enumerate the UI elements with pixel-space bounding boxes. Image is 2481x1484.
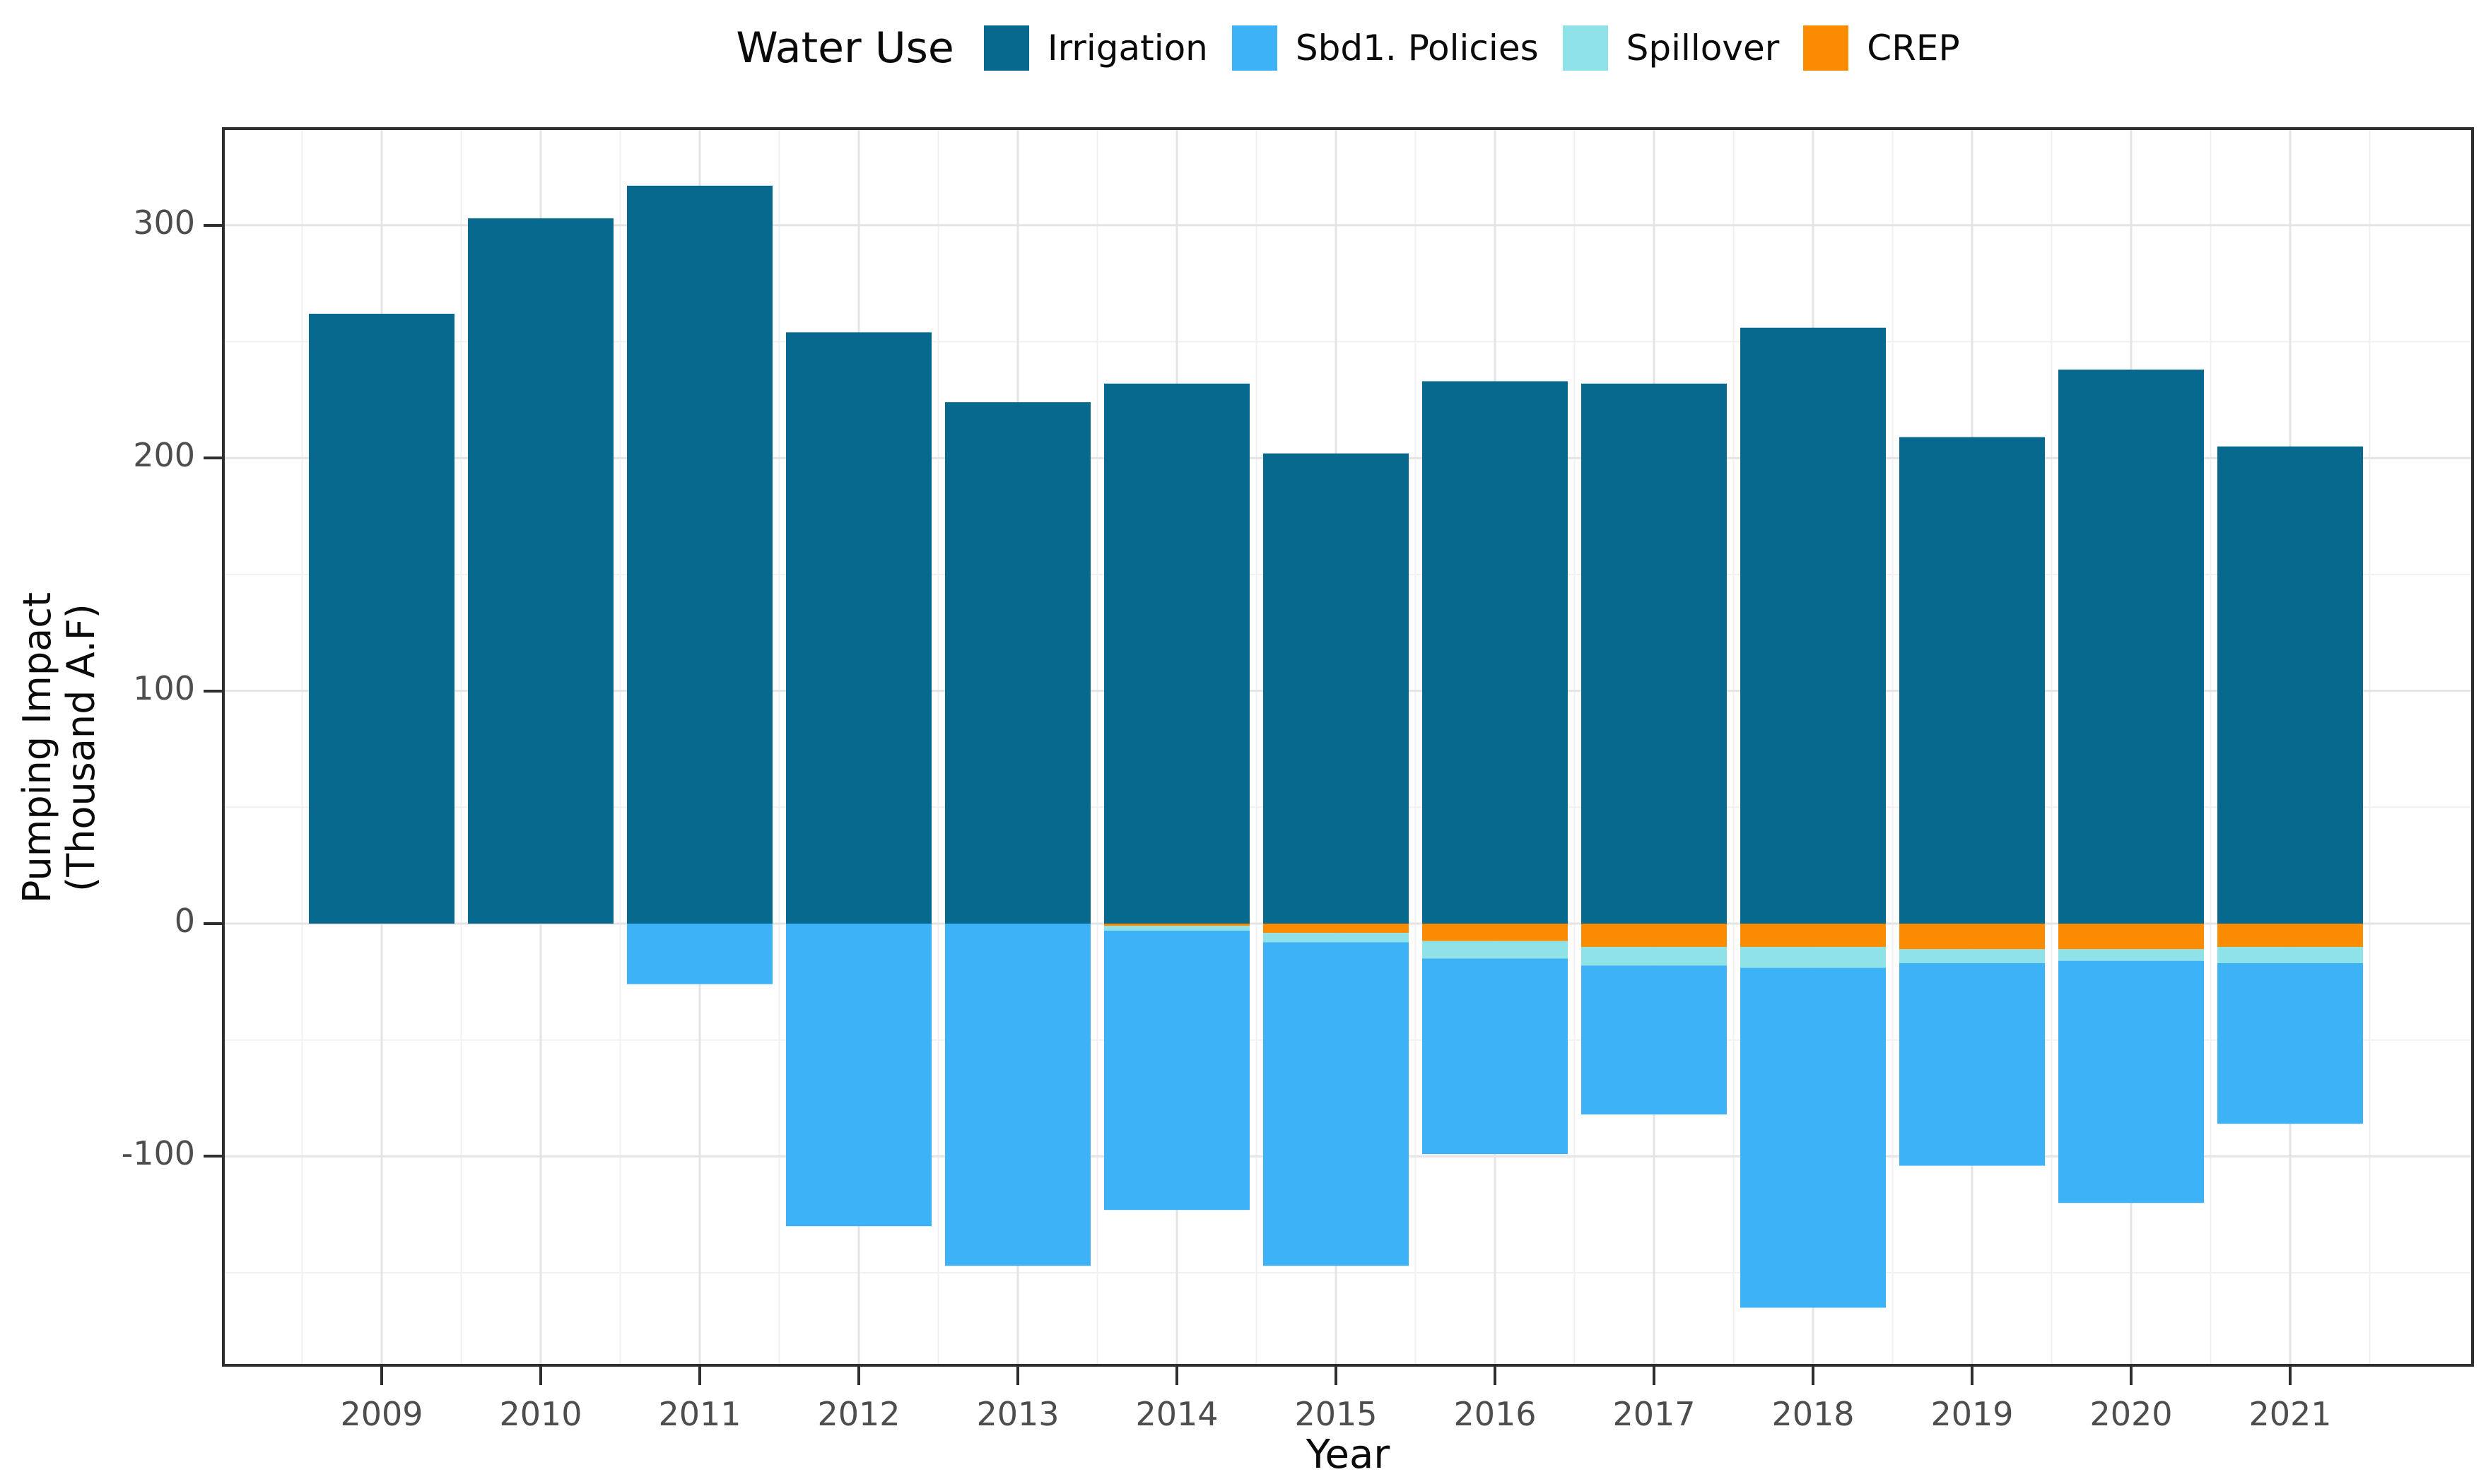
bar-segment-spillover-2014	[1104, 926, 1250, 931]
bar-segment-sbd1-policies-2019	[1899, 962, 2045, 1166]
x-axis-tick	[1653, 1367, 1655, 1385]
x-tick-label: 2015	[1294, 1395, 1378, 1433]
x-axis-tick	[1175, 1367, 1178, 1385]
bar-segment-sbd1-policies-2011	[627, 924, 773, 984]
x-tick-label: 2021	[2248, 1395, 2332, 1433]
legend-swatch-irrigation	[983, 25, 1029, 71]
bar-segment-irrigation-2013	[945, 402, 1091, 924]
bar-segment-spillover-2018	[1740, 946, 1886, 968]
chart-canvas	[225, 130, 2471, 1364]
bar-segment-spillover-2019	[1899, 949, 2045, 963]
legend-item-spillover: Spillover	[1562, 25, 1780, 71]
x-tick-label: 2014	[1135, 1395, 1219, 1433]
bar-segment-crep-2020	[2058, 924, 2204, 950]
x-tick-label: 2009	[340, 1395, 423, 1433]
y-axis-tick	[204, 922, 222, 925]
x-tick-label: 2012	[817, 1395, 901, 1433]
bar-segment-sbd1-policies-2021	[2217, 962, 2363, 1124]
x-axis-tick	[539, 1367, 542, 1385]
legend-item-sbd1-policies: Sbd1. Policies	[1231, 25, 1539, 71]
legend-swatch-spillover	[1562, 25, 1608, 71]
x-axis-tick	[1971, 1367, 1973, 1385]
x-tick-label: 2013	[976, 1395, 1060, 1433]
legend-label-spillover: Spillover	[1626, 28, 1780, 69]
y-axis-tick	[204, 689, 222, 693]
bar-segment-crep-2021	[2217, 924, 2363, 947]
bar-segment-irrigation-2021	[2217, 446, 2363, 924]
bar-segment-irrigation-2016	[1422, 381, 1568, 924]
bar-segment-crep-2018	[1740, 924, 1886, 947]
y-tick-label: 0	[174, 902, 195, 940]
y-tick-label: 200	[133, 436, 195, 475]
legend-swatch-sbd1-policies	[1231, 25, 1277, 71]
bar-segment-crep-2016	[1422, 924, 1568, 941]
bar-segment-sbd1-policies-2013	[945, 924, 1091, 1266]
legend: Water Use Irrigation Sbd1. Policies Spil…	[222, 13, 2474, 83]
x-axis-tick	[380, 1367, 383, 1385]
x-axis-tick	[2130, 1367, 2133, 1385]
y-axis-tick	[204, 223, 222, 227]
x-tick-label: 2020	[2089, 1395, 2173, 1433]
x-tick-label: 2011	[658, 1395, 741, 1433]
bar-segment-spillover-2015	[1263, 933, 1409, 943]
y-tick-label: 100	[133, 669, 195, 707]
bar-segment-spillover-2017	[1581, 946, 1727, 966]
y-tick-label: 300	[133, 203, 195, 242]
bar-segment-irrigation-2014	[1104, 383, 1250, 924]
legend-swatch-crep	[1803, 25, 1849, 71]
bar-segment-irrigation-2009	[309, 313, 454, 924]
bar-segment-irrigation-2010	[468, 218, 614, 924]
bar-segment-spillover-2021	[2217, 946, 2363, 963]
plot-panel	[222, 127, 2474, 1367]
bar-segment-irrigation-2015	[1263, 453, 1409, 924]
bar-segment-crep-2014	[1104, 924, 1250, 926]
legend-title: Water Use	[736, 23, 954, 73]
x-tick-label: 2016	[1453, 1395, 1537, 1433]
x-axis-tick	[1335, 1367, 1337, 1385]
y-tick-label: -100	[121, 1134, 195, 1173]
legend-item-crep: CREP	[1803, 25, 1960, 71]
x-axis-tick	[2289, 1367, 2292, 1385]
x-tick-label: 2019	[1930, 1395, 2014, 1433]
x-axis-tick	[1812, 1367, 1814, 1385]
bar-segment-sbd1-policies-2014	[1104, 930, 1250, 1211]
bar-segment-sbd1-policies-2016	[1422, 958, 1568, 1155]
y-axis-tick	[204, 457, 222, 460]
bar-segment-spillover-2016	[1422, 941, 1568, 959]
x-tick-label: 2017	[1612, 1395, 1696, 1433]
x-axis-tick	[857, 1367, 860, 1385]
bar-segment-crep-2019	[1899, 924, 2045, 950]
x-tick-label: 2010	[499, 1395, 582, 1433]
x-axis-tick	[1494, 1367, 1496, 1385]
bar-segment-spillover-2020	[2058, 949, 2204, 961]
bar-segment-sbd1-policies-2020	[2058, 960, 2204, 1203]
bar-segment-sbd1-policies-2018	[1740, 967, 1886, 1308]
bar-segment-crep-2015	[1263, 924, 1409, 934]
x-tick-label: 2018	[1771, 1395, 1855, 1433]
bar-segment-irrigation-2017	[1581, 383, 1727, 924]
bar-segment-crep-2017	[1581, 924, 1727, 947]
legend-label-sbd1-policies: Sbd1. Policies	[1295, 28, 1539, 69]
bar-segment-irrigation-2019	[1899, 437, 2045, 924]
legend-label-crep: CREP	[1867, 28, 1960, 69]
bar-segment-irrigation-2012	[786, 332, 932, 924]
y-axis-tick	[204, 1155, 222, 1158]
bar-segment-sbd1-policies-2015	[1263, 942, 1409, 1266]
bar-segment-sbd1-policies-2012	[786, 924, 932, 1227]
bar-segment-irrigation-2020	[2058, 370, 2204, 924]
bar-segment-irrigation-2018	[1740, 327, 1886, 924]
x-axis-tick	[1016, 1367, 1019, 1385]
legend-label-irrigation: Irrigation	[1047, 28, 1208, 69]
legend-item-irrigation: Irrigation	[983, 25, 1208, 71]
x-axis-tick	[698, 1367, 701, 1385]
x-axis-title: Year	[1306, 1432, 1390, 1478]
bar-segment-sbd1-policies-2017	[1581, 965, 1727, 1115]
bar-segment-irrigation-2011	[627, 185, 773, 924]
